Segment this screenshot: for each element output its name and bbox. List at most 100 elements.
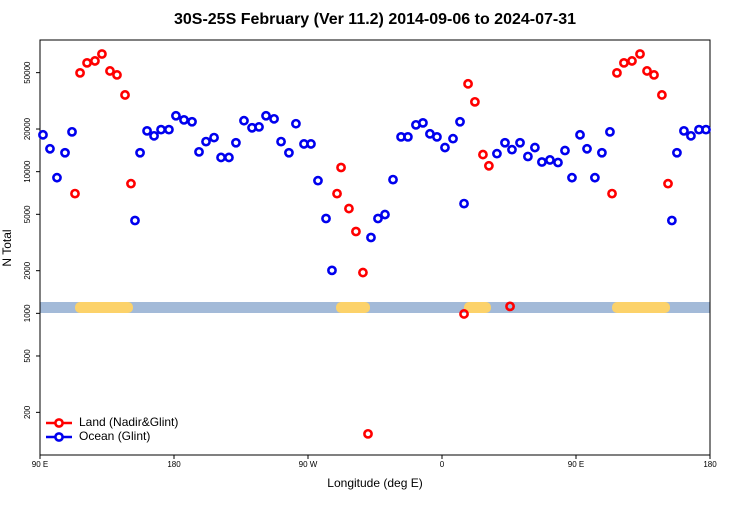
y-tick-label: 20000 (23, 117, 32, 140)
point (149, 130, 159, 141)
point (344, 203, 354, 214)
point (52, 172, 62, 183)
point (130, 215, 140, 226)
point (351, 226, 361, 237)
point (194, 146, 204, 157)
point (261, 110, 271, 121)
point (582, 143, 592, 154)
point (45, 143, 55, 154)
point (635, 49, 645, 59)
point (418, 117, 428, 128)
plot-frame (39, 39, 711, 456)
point (336, 162, 346, 173)
point (90, 56, 100, 66)
point (38, 129, 48, 140)
point (463, 78, 473, 89)
point (60, 147, 70, 158)
point (164, 124, 174, 135)
point (142, 125, 152, 136)
point (276, 136, 286, 147)
point (216, 152, 226, 163)
point (523, 151, 533, 162)
legend-label: Ocean (Glint) (79, 429, 150, 443)
point (120, 90, 130, 100)
point (209, 132, 219, 143)
point (679, 125, 689, 136)
point (327, 265, 337, 276)
point (545, 155, 555, 165)
point (126, 178, 136, 189)
point (82, 57, 92, 68)
point (366, 232, 376, 243)
point (505, 301, 515, 312)
point (171, 110, 181, 121)
point (560, 145, 570, 156)
chart-title: 30S-25S February (Ver 11.2) 2014-09-06 t… (174, 11, 576, 28)
band-segment (75, 302, 133, 313)
legend-marker (54, 432, 64, 442)
point (224, 152, 234, 163)
band-segment (464, 302, 491, 313)
point (269, 113, 279, 124)
point (432, 131, 442, 142)
point (403, 131, 413, 142)
point (590, 172, 600, 183)
point (500, 137, 510, 148)
point (642, 66, 652, 76)
point (231, 137, 241, 148)
point (459, 309, 469, 319)
y-tick-label: 1000 (23, 304, 32, 322)
point (649, 70, 659, 80)
legend-label: Land (Nadir&Glint) (79, 415, 178, 429)
point (306, 139, 316, 149)
point (239, 115, 249, 126)
point (313, 175, 323, 186)
point (440, 142, 450, 153)
point (507, 144, 517, 155)
point (380, 209, 390, 220)
point (179, 114, 189, 125)
point (254, 122, 264, 132)
point (156, 124, 166, 135)
y-tick-label: 5000 (23, 205, 32, 223)
x-tick-label: 0 (440, 460, 445, 469)
point (388, 174, 398, 185)
band-segment (336, 302, 370, 313)
point (478, 149, 488, 160)
point (459, 198, 469, 209)
point (284, 147, 294, 158)
point (201, 136, 211, 147)
point (455, 116, 465, 127)
point (553, 157, 563, 168)
point (612, 67, 622, 78)
point (666, 215, 677, 226)
point (291, 118, 301, 129)
point (187, 116, 197, 127)
point (575, 129, 585, 140)
point (492, 148, 502, 159)
point (67, 126, 77, 137)
point (657, 90, 667, 100)
point (515, 137, 525, 148)
point (448, 133, 458, 144)
x-tick-label: 90 E (32, 460, 48, 469)
point (70, 188, 80, 199)
point (567, 172, 577, 183)
x-axis-label: Longitude (deg E) (327, 476, 422, 490)
y-tick-label: 50000 (23, 61, 32, 84)
point (321, 213, 331, 224)
point (530, 142, 540, 153)
band (40, 302, 710, 313)
y-axis-label: N Total (0, 229, 14, 266)
point (605, 126, 615, 137)
point (332, 188, 342, 199)
band-segment (612, 302, 670, 313)
point (597, 147, 607, 158)
point (105, 66, 115, 76)
point (75, 67, 85, 78)
point (663, 178, 673, 189)
y-tick-label: 10000 (23, 160, 32, 183)
point (537, 157, 547, 167)
point (112, 70, 122, 80)
